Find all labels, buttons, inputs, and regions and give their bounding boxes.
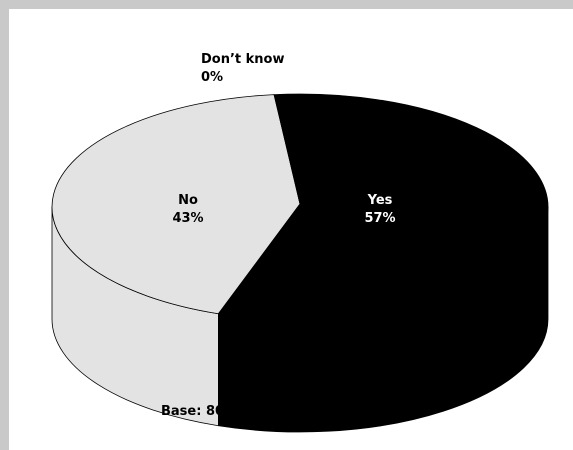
frame-border-top	[0, 0, 573, 9]
frame-border-left	[0, 0, 9, 450]
slice-value-dont-know: 0%	[201, 70, 223, 85]
slice-value-no: 43%	[172, 211, 203, 226]
pie-slice-yes	[218, 93, 549, 321]
slice-label-dont-know: Don’t know	[201, 52, 285, 67]
base-footnote: Base: 800 respondents	[161, 404, 330, 419]
slice-value-yes: 57%	[364, 211, 395, 226]
slice-label-yes: Yes	[367, 193, 393, 208]
pie-slice-no	[51, 94, 301, 315]
slice-label-no: No	[178, 193, 198, 208]
